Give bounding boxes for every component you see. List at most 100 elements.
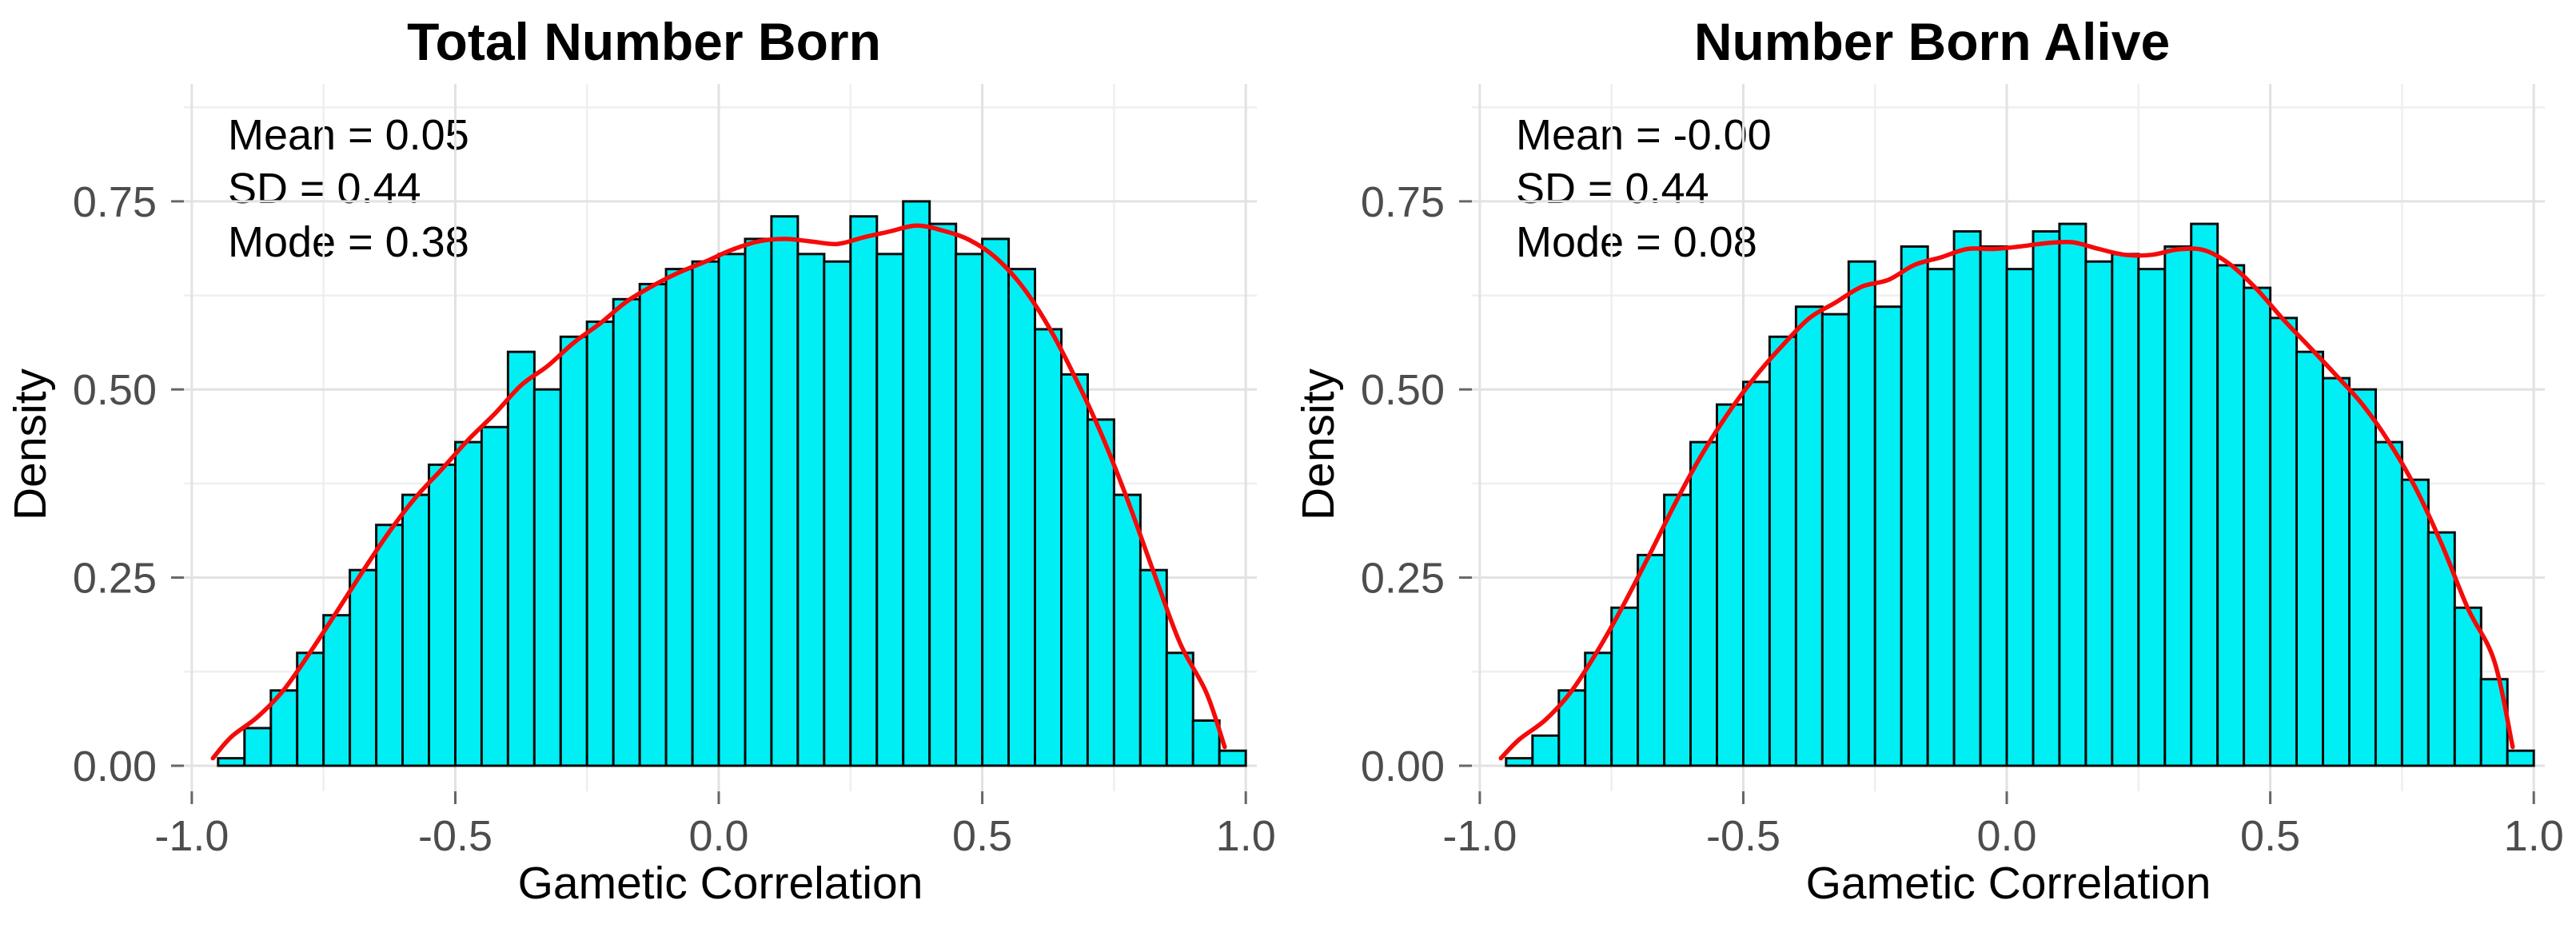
histogram-bar [2426, 531, 2456, 767]
figure-total-number-born: Total Number Born Mean = 0.05 SD = 0.44 … [5, 12, 1276, 909]
histogram-bar [1610, 606, 1640, 767]
histogram-bar [428, 463, 457, 767]
histogram-bar [454, 440, 483, 767]
histogram-bar [2111, 253, 2140, 767]
histogram-bar [1794, 305, 1824, 767]
histogram-bar [243, 727, 273, 767]
x-tick-label: 0.0 [688, 812, 748, 860]
histogram-bar [559, 335, 588, 767]
histogram-bar [928, 222, 958, 767]
histogram-bar [744, 237, 773, 767]
x-tick-label: 0.0 [1976, 812, 2036, 860]
annotation-line-mode: Mode = 0.38 [228, 218, 469, 266]
histogram-bar [612, 297, 641, 767]
histogram-bar [2348, 388, 2377, 767]
histogram-bar [902, 200, 931, 767]
histogram-bar [1768, 335, 1797, 767]
histogram-bar [2190, 222, 2219, 767]
histogram-bar [1873, 305, 1903, 767]
histogram-bar [2506, 749, 2535, 767]
histogram-bar [349, 568, 378, 767]
histogram-bar [796, 253, 826, 767]
histogram-bar [1218, 749, 1247, 767]
histogram-bar [1191, 719, 1221, 767]
y-tick-label: 0.50 [73, 366, 157, 414]
histogram-bar [1034, 328, 1063, 767]
histogram-bar [2295, 350, 2324, 767]
histogram-bar [1637, 553, 1666, 767]
x-tick-label: 0.5 [952, 812, 1012, 860]
histogram-bar [1979, 245, 2008, 767]
histogram-bar [1689, 440, 1718, 767]
y-tick-label: 0.00 [73, 743, 157, 791]
x-tick-label: -1.0 [1442, 812, 1517, 860]
x-tick-label: -0.5 [1706, 812, 1780, 860]
histogram-bar [2058, 222, 2088, 767]
histogram-bar [480, 425, 509, 767]
histogram-bar [2453, 606, 2482, 767]
histogram-bar [1820, 313, 1850, 767]
y-tick-label: 0.00 [1361, 743, 1445, 791]
y-tick-label: 0.25 [73, 555, 157, 603]
chart-title: Number Born Alive [1693, 12, 2171, 71]
histogram-bar [664, 268, 694, 767]
annotation-line-mode: Mode = 0.08 [1516, 218, 1757, 266]
histogram-bar [585, 321, 615, 767]
histogram-bar [375, 524, 405, 767]
histogram-bar [849, 215, 879, 767]
histogram-bar [1716, 403, 1745, 767]
histogram-bar [2084, 260, 2114, 767]
histogram-bar [1926, 268, 1956, 767]
histogram-bar [2005, 268, 2035, 767]
y-tick-label: 0.75 [1361, 178, 1445, 226]
histogram-bar [296, 651, 325, 767]
y-tick-label: 0.75 [73, 178, 157, 226]
x-tick-label: -0.5 [418, 812, 492, 860]
histogram-bar [2032, 230, 2061, 767]
histogram-bar [1900, 245, 1929, 767]
histogram-bar [401, 493, 430, 767]
histogram-bar [955, 253, 984, 767]
histogram-bar [1112, 493, 1142, 767]
x-tick-label: 1.0 [2504, 812, 2564, 860]
histogram-bar [1663, 493, 1693, 767]
y-tick-label: 0.50 [1361, 366, 1445, 414]
x-tick-label: 1.0 [1216, 812, 1276, 860]
annotation-line-mean: Mean = 0.05 [228, 111, 469, 159]
x-axis-title: Gametic Correlation [517, 858, 923, 909]
histogram-bar [2243, 286, 2272, 767]
histogram-bar [1086, 418, 1115, 767]
chart-title: Total Number Born [407, 12, 881, 71]
histogram-bar [1952, 230, 1982, 767]
histogram-bar [2374, 440, 2403, 767]
histogram-plot: -1.0 -0.5 0.0 0.5 1.0 0.00 0.25 0.50 0.75 [73, 84, 1276, 860]
annotation-line-mean: Mean = -0.00 [1516, 111, 1772, 159]
histogram-bar [1505, 757, 1534, 767]
histogram-bar [1584, 651, 1613, 767]
histogram-bar [2163, 245, 2193, 767]
histogram-bar [217, 757, 246, 767]
figure-number-born-alive: Number Born Alive Mean = -0.00 SD = 0.44… [1288, 0, 2576, 936]
histogram-bar [506, 350, 536, 767]
histogram-bar [823, 260, 852, 767]
histogram-bar [770, 215, 800, 767]
histogram-bar [981, 237, 1011, 767]
histogram-bar [532, 388, 562, 767]
histogram-bar [2400, 478, 2430, 767]
histogram-plot: -1.0 -0.5 0.0 0.5 1.0 0.00 0.25 0.50 0.75 [1361, 84, 2564, 860]
histogram-bar [638, 282, 668, 767]
histogram-bar [2269, 317, 2299, 767]
histogram-bar [691, 260, 720, 767]
histogram-bar [1165, 651, 1194, 767]
x-tick-label: 0.5 [2240, 812, 2300, 860]
histogram-bar [1531, 734, 1561, 767]
histogram-bar [1060, 372, 1089, 767]
histogram-bar [2216, 264, 2246, 767]
histogram-bar [2322, 376, 2351, 767]
density-curve [210, 223, 1227, 761]
histogram-bar [875, 253, 905, 767]
stats-annotation: Mean = 0.05 SD = 0.44 Mode = 0.38 [228, 109, 469, 269]
histogram-bar [717, 253, 747, 767]
histogram-bar [1847, 260, 1876, 767]
